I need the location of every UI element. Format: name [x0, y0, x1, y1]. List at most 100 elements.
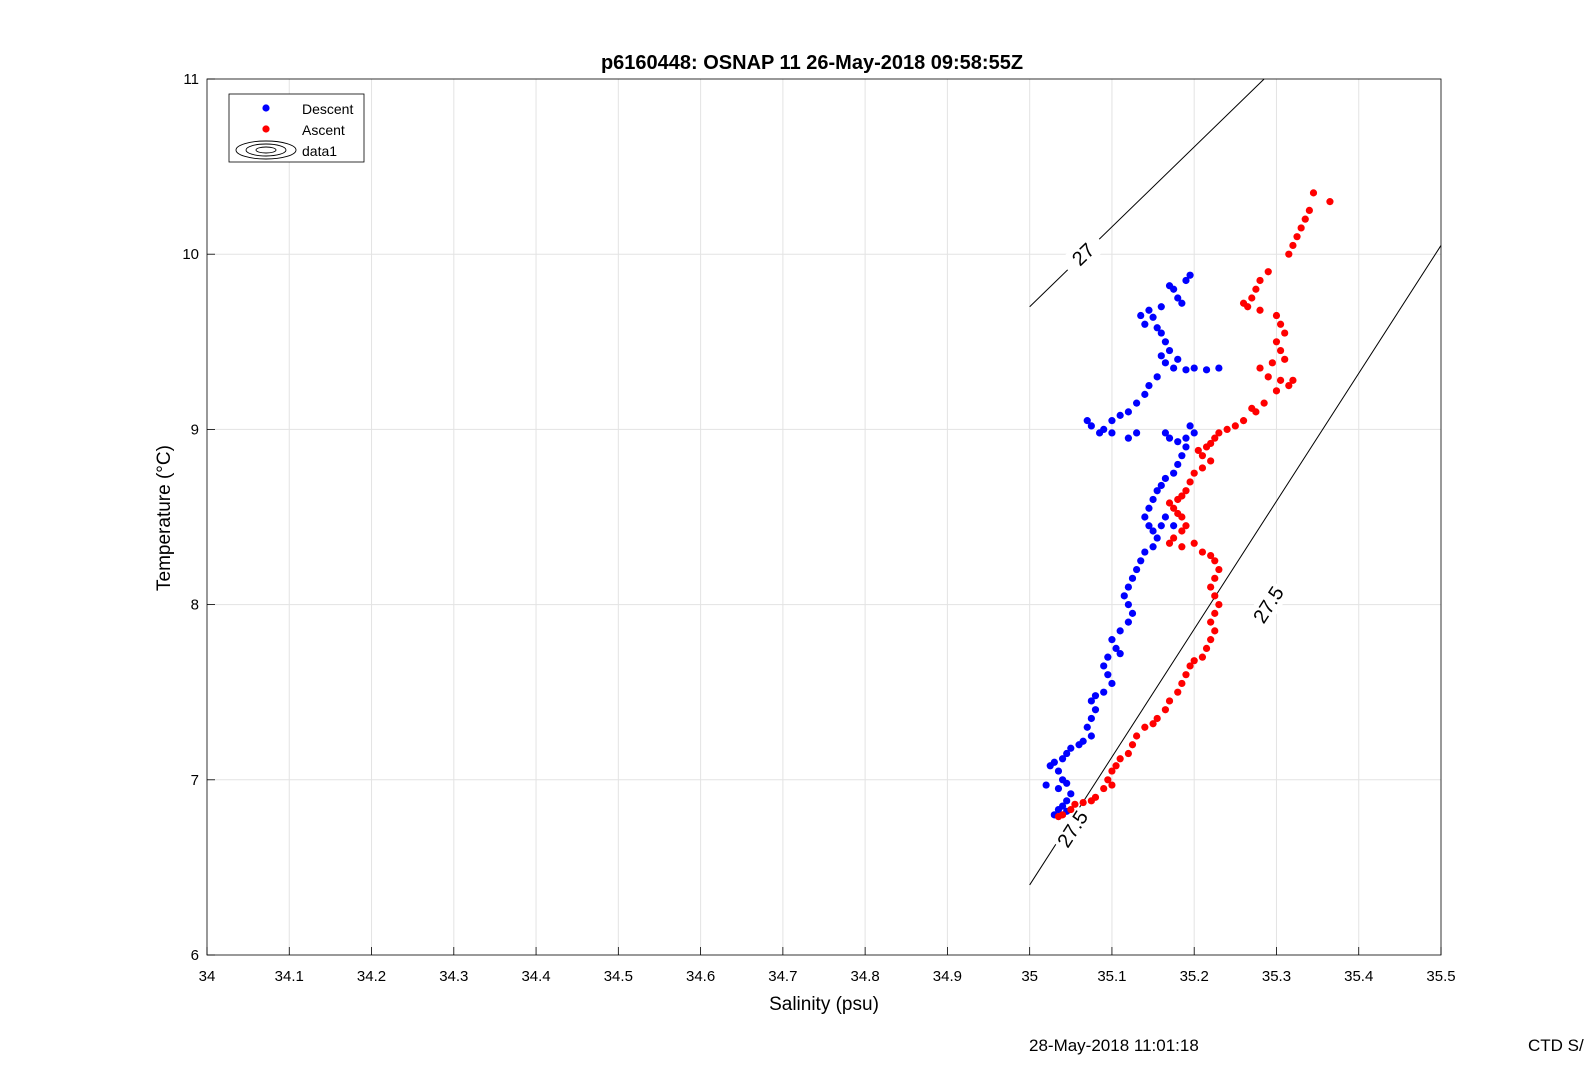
data-point — [1157, 303, 1165, 311]
data-point — [1281, 355, 1289, 363]
data-point — [1153, 487, 1161, 495]
data-point — [1211, 592, 1219, 600]
data-point — [1124, 583, 1132, 591]
data-point — [1256, 276, 1264, 285]
data-point — [1182, 443, 1190, 451]
data-point — [1149, 313, 1157, 321]
data-point — [1178, 543, 1186, 551]
data-point — [1108, 781, 1116, 789]
data-point — [1091, 692, 1100, 700]
data-point — [1149, 495, 1157, 504]
y-tick-label: 6 — [191, 947, 199, 964]
legend-label-ascent: Ascent — [302, 122, 345, 138]
data-point — [1124, 749, 1132, 758]
data-point — [1079, 798, 1087, 807]
data-point — [1108, 767, 1116, 775]
data-point — [1116, 411, 1124, 419]
data-point — [1120, 592, 1128, 600]
data-point — [1186, 422, 1194, 430]
x-tick-label: 35.4 — [1344, 968, 1373, 985]
x-tick-label: 34.3 — [439, 968, 468, 985]
data-point — [1108, 679, 1116, 688]
data-point — [1116, 627, 1124, 635]
data-point — [1211, 434, 1219, 442]
data-point — [1239, 417, 1248, 425]
legend-label-descent: Descent — [302, 101, 353, 117]
data-point — [1067, 744, 1075, 752]
data-point — [1202, 443, 1211, 451]
data-point — [1309, 189, 1318, 197]
data-point — [1182, 487, 1190, 495]
data-point — [1087, 732, 1095, 740]
plot-area — [206, 78, 1442, 956]
data-point — [1149, 720, 1157, 728]
legend-marker-ascent — [262, 125, 270, 133]
data-point — [1174, 438, 1182, 446]
data-point — [1252, 285, 1260, 293]
data-point — [1157, 481, 1165, 490]
x-tick-label: 34.6 — [686, 968, 715, 985]
data-point — [1285, 382, 1293, 390]
data-point — [1276, 320, 1285, 328]
data-point — [1145, 306, 1153, 314]
x-tick-label: 35.5 — [1426, 968, 1455, 985]
x-tick-label: 35.3 — [1262, 968, 1291, 985]
data-point — [1063, 779, 1071, 787]
data-point — [1276, 376, 1285, 384]
data-point — [1128, 741, 1137, 749]
data-point — [1194, 446, 1202, 455]
legend-label-data1: data1 — [302, 143, 337, 159]
isopycnal-label-gap — [1246, 579, 1291, 630]
data-point — [1165, 697, 1174, 705]
data-point — [1264, 373, 1272, 381]
data-point — [1215, 601, 1223, 609]
data-point — [1207, 457, 1215, 465]
data-point — [1108, 417, 1116, 425]
data-point — [1087, 797, 1095, 805]
data-point — [1153, 373, 1161, 381]
data-point — [1091, 706, 1100, 714]
data-point — [1289, 241, 1297, 250]
data-point — [1063, 749, 1071, 758]
data-point — [1170, 534, 1178, 542]
data-point — [1149, 527, 1157, 535]
x-tick-label: 34.7 — [768, 968, 797, 985]
data-point — [1124, 618, 1132, 626]
data-point — [1326, 198, 1334, 206]
data-point — [1182, 522, 1190, 530]
data-point — [1248, 404, 1256, 412]
data-point — [1141, 548, 1149, 556]
data-point — [1083, 723, 1091, 731]
data-point — [1174, 495, 1182, 504]
data-point — [1170, 504, 1178, 512]
data-point — [1174, 460, 1182, 469]
legend-contour-icon — [245, 143, 287, 157]
data-point — [1124, 601, 1132, 609]
legend-contour-icon — [235, 140, 297, 160]
data-point — [1248, 294, 1256, 302]
data-point — [1182, 366, 1190, 374]
isopycnal-line — [1029, 245, 1442, 886]
data-point — [1165, 539, 1174, 547]
data-point — [1145, 522, 1153, 530]
data-point — [1178, 527, 1186, 535]
isopycnal-line — [1029, 78, 1265, 308]
data-point — [1190, 469, 1198, 477]
data-point — [1153, 714, 1161, 723]
data-point — [1182, 434, 1190, 442]
data-point — [1137, 311, 1145, 320]
data-point — [1190, 539, 1198, 547]
data-point — [1198, 653, 1207, 661]
data-point — [1054, 784, 1063, 793]
legend-box — [228, 93, 365, 163]
x-tick-label: 34.1 — [275, 968, 304, 985]
data-point — [1202, 366, 1211, 374]
x-tick-label: 34 — [199, 968, 216, 985]
data-point — [1100, 688, 1108, 696]
y-tick-label: 9 — [191, 421, 199, 438]
data-point — [1124, 408, 1132, 416]
data-point — [1223, 425, 1231, 433]
data-point — [1071, 800, 1079, 808]
data-point — [1268, 359, 1276, 367]
data-point — [1087, 714, 1095, 723]
